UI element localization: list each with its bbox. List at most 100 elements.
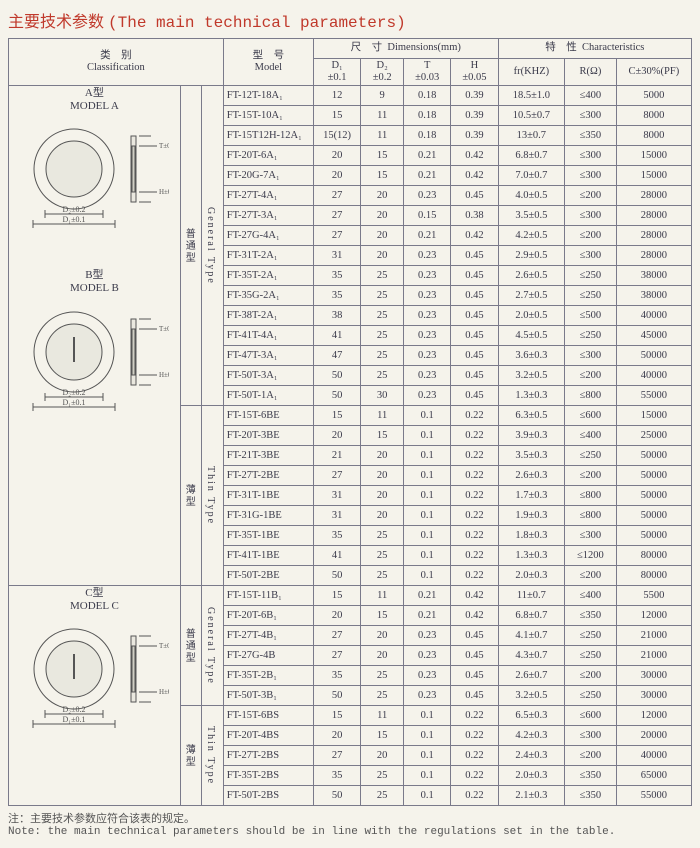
cell: 8000 (616, 106, 691, 126)
cell-model: FT-20T-3BE (223, 426, 313, 446)
cell: 0.39 (451, 106, 498, 126)
cell: 0.21 (404, 146, 451, 166)
cell: 20 (313, 146, 360, 166)
header-c: C±30%(PF) (616, 59, 691, 86)
cell: ≤250 (565, 286, 617, 306)
header-t: T±0.03 (404, 59, 451, 86)
cell: 0.1 (404, 426, 451, 446)
svg-text:D₂±0.2: D₂±0.2 (63, 388, 86, 397)
cell: 20 (361, 466, 404, 486)
cell: 15000 (616, 166, 691, 186)
cell: 21000 (616, 626, 691, 646)
cell: ≤350 (565, 786, 617, 806)
cell: 15 (361, 146, 404, 166)
cell: 0.23 (404, 306, 451, 326)
cell: 25 (361, 666, 404, 686)
cell: 50 (313, 786, 360, 806)
cell: 0.45 (451, 386, 498, 406)
cell-model: FT-20T-6A₁ (223, 146, 313, 166)
cell-model: FT-50T-2BS (223, 786, 313, 806)
cell: 3.5±0.5 (498, 206, 565, 226)
cell: 0.21 (404, 226, 451, 246)
cell: 80000 (616, 546, 691, 566)
cell: 18.5±1.0 (498, 86, 565, 106)
cell: 41 (313, 546, 360, 566)
cell: 80000 (616, 566, 691, 586)
cell: 25 (361, 786, 404, 806)
cell: 0.42 (451, 606, 498, 626)
cell: ≤250 (565, 326, 617, 346)
cell: 25 (361, 346, 404, 366)
model-diagram: A型 MODEL A D₂±0.2 D₁±0.1 T±0.03 H±0.05 (11, 87, 178, 229)
cell: 0.22 (451, 546, 498, 566)
cell: ≤250 (565, 266, 617, 286)
cell-model: FT-20G-7A₁ (223, 166, 313, 186)
cell: 0.18 (404, 86, 451, 106)
note-cn: 注：主要技术参数应符合该表的规定。 (8, 814, 195, 826)
cell: 0.45 (451, 306, 498, 326)
cell: 0.1 (404, 546, 451, 566)
cell: 25 (361, 546, 404, 566)
cell: 45000 (616, 326, 691, 346)
cell: 20000 (616, 726, 691, 746)
cell: 30000 (616, 686, 691, 706)
cell: 4.2±0.5 (498, 226, 565, 246)
cell: 0.45 (451, 666, 498, 686)
cell: 0.21 (404, 606, 451, 626)
svg-text:D₁±0.1: D₁±0.1 (63, 398, 86, 407)
cell: 27 (313, 206, 360, 226)
cell: 0.42 (451, 166, 498, 186)
cell: 2.0±0.5 (498, 306, 565, 326)
cell: 50 (313, 566, 360, 586)
cell-model: FT-15T-6BS (223, 706, 313, 726)
cell: 0.23 (404, 186, 451, 206)
type-general-cn: 普通型 (180, 86, 201, 406)
cell: 20 (361, 646, 404, 666)
cell: 20 (361, 246, 404, 266)
cell: 50000 (616, 506, 691, 526)
cell: 0.22 (451, 486, 498, 506)
cell: 1.9±0.3 (498, 506, 565, 526)
cell-model: FT-41T-1BE (223, 546, 313, 566)
cell: 50000 (616, 446, 691, 466)
cell: 6.8±0.7 (498, 146, 565, 166)
cell: 0.39 (451, 126, 498, 146)
cell: 41 (313, 326, 360, 346)
cell: 11 (361, 106, 404, 126)
cell: 0.22 (451, 526, 498, 546)
cell: ≤500 (565, 306, 617, 326)
cell: 9 (361, 86, 404, 106)
cell: 12000 (616, 706, 691, 726)
cell-model: FT-31T-2A₁ (223, 246, 313, 266)
cell: 27 (313, 746, 360, 766)
cell: 0.38 (451, 206, 498, 226)
cell: 28000 (616, 226, 691, 246)
cell: ≤200 (565, 366, 617, 386)
cell: ≤300 (565, 526, 617, 546)
cell: 28000 (616, 246, 691, 266)
cell: 28000 (616, 186, 691, 206)
cell: 15000 (616, 146, 691, 166)
cell: 27 (313, 646, 360, 666)
cell-model: FT-31T-1BE (223, 486, 313, 506)
header-r: R(Ω) (565, 59, 617, 86)
cell: 4.1±0.7 (498, 626, 565, 646)
cell: 25 (361, 286, 404, 306)
cell: ≤800 (565, 386, 617, 406)
cell: 20 (313, 726, 360, 746)
cell: 35 (313, 766, 360, 786)
cell: 15 (361, 426, 404, 446)
cell: 21 (313, 446, 360, 466)
cell: 0.22 (451, 786, 498, 806)
cell: 0.39 (451, 86, 498, 106)
cell: 47 (313, 346, 360, 366)
cell: 0.1 (404, 706, 451, 726)
diagram-cell-c: C型 MODEL C D₂±0.2 D₁±0.1 T±0.03 H±0.05 (9, 586, 181, 806)
cell: 12000 (616, 606, 691, 626)
cell: 0.1 (404, 466, 451, 486)
cell: ≤350 (565, 606, 617, 626)
cell: 4.5±0.5 (498, 326, 565, 346)
cell: 20 (313, 426, 360, 446)
cell: 1.7±0.3 (498, 486, 565, 506)
cell: 21000 (616, 646, 691, 666)
